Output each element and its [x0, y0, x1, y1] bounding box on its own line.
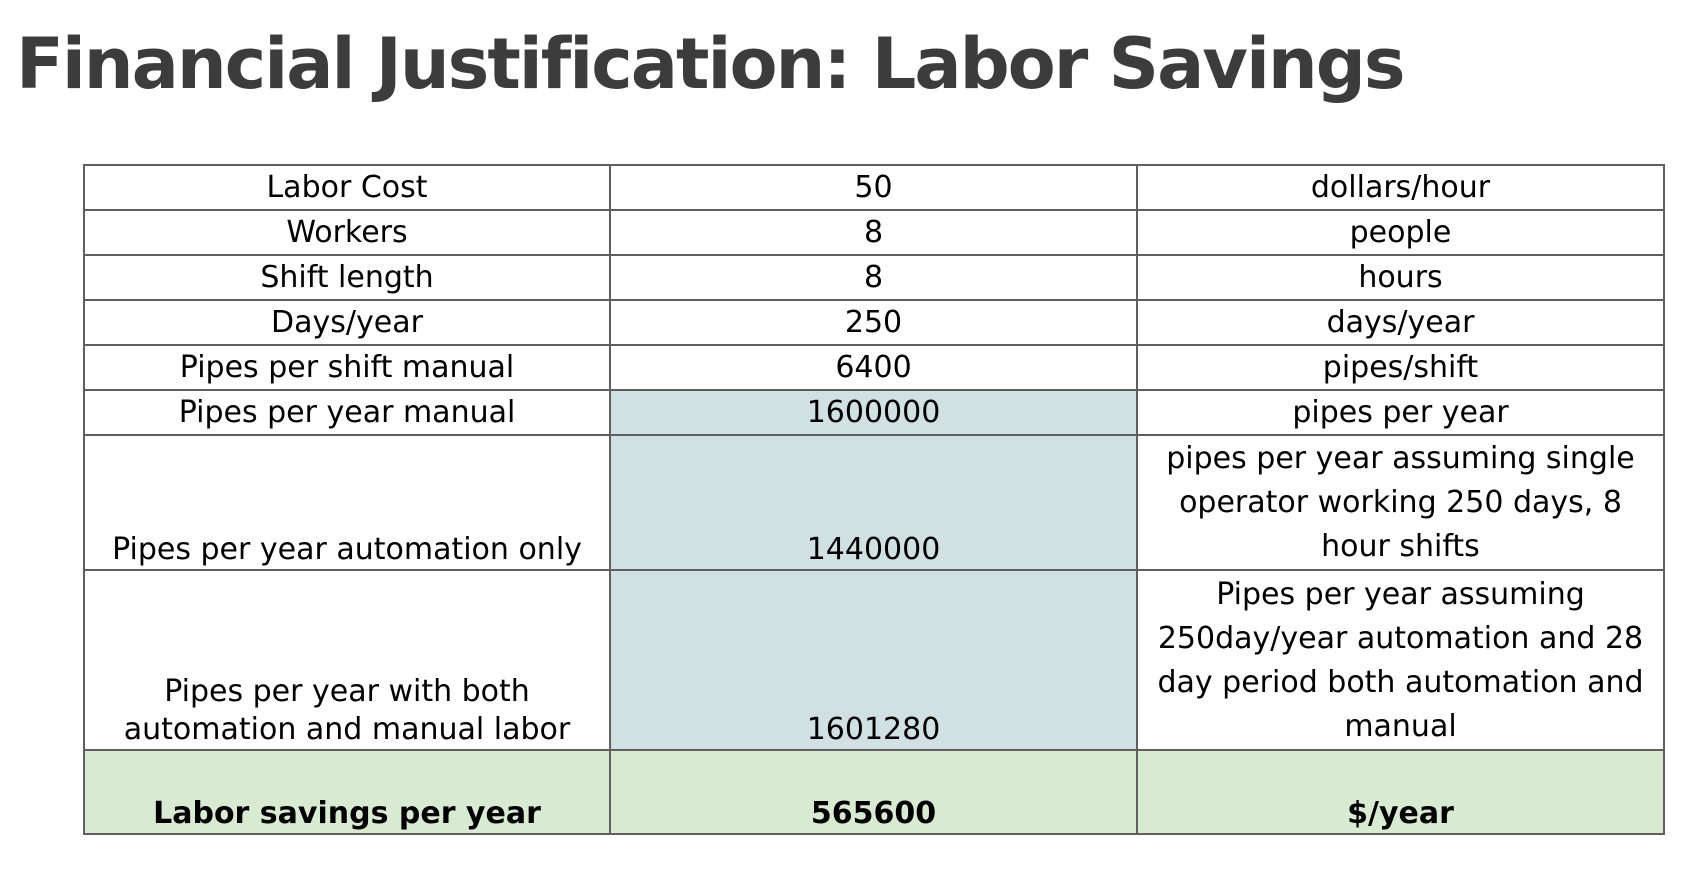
row-unit: Pipes per year assuming 250day/year auto…	[1136, 569, 1665, 751]
row-unit: days/year	[1136, 299, 1665, 346]
row-unit: pipes/shift	[1136, 344, 1665, 391]
row-unit: people	[1136, 209, 1665, 256]
row-label: Pipes per year automation only	[83, 434, 611, 571]
labor-savings-table: Labor Cost 50 dollars/hour Workers 8 peo…	[83, 164, 1665, 835]
row-label: Pipes per year manual	[83, 389, 611, 436]
row-label: Workers	[83, 209, 611, 256]
row-label: Labor Cost	[83, 164, 611, 211]
row-value: 8	[609, 209, 1138, 256]
row-label: Days/year	[83, 299, 611, 346]
total-row: Labor savings per year 565600 $/year	[83, 749, 1665, 835]
row-value: 8	[609, 254, 1138, 301]
row-unit: pipes per year assuming single operator …	[1136, 434, 1665, 571]
page-title: Financial Justification: Labor Savings	[16, 23, 1406, 105]
table-row: Workers 8 people	[83, 209, 1665, 256]
row-unit: pipes per year	[1136, 389, 1665, 436]
row-value: 6400	[609, 344, 1138, 391]
table-row: Pipes per year manual 1600000 pipes per …	[83, 389, 1665, 436]
total-value: 565600	[609, 749, 1138, 835]
row-unit: hours	[1136, 254, 1665, 301]
table-row: Pipes per year automation only 1440000 p…	[83, 434, 1665, 571]
row-label: Pipes per year with both automation and …	[83, 569, 611, 751]
table-row: Pipes per shift manual 6400 pipes/shift	[83, 344, 1665, 391]
row-value: 1601280	[609, 569, 1138, 751]
table-row: Labor Cost 50 dollars/hour	[83, 164, 1665, 211]
row-value: 1440000	[609, 434, 1138, 571]
total-label: Labor savings per year	[83, 749, 611, 835]
row-label: Shift length	[83, 254, 611, 301]
table-row: Days/year 250 days/year	[83, 299, 1665, 346]
table-row: Pipes per year with both automation and …	[83, 569, 1665, 751]
row-unit: dollars/hour	[1136, 164, 1665, 211]
row-label: Pipes per shift manual	[83, 344, 611, 391]
table-row: Shift length 8 hours	[83, 254, 1665, 301]
row-value: 1600000	[609, 389, 1138, 436]
row-value: 50	[609, 164, 1138, 211]
row-value: 250	[609, 299, 1138, 346]
total-unit: $/year	[1136, 749, 1665, 835]
